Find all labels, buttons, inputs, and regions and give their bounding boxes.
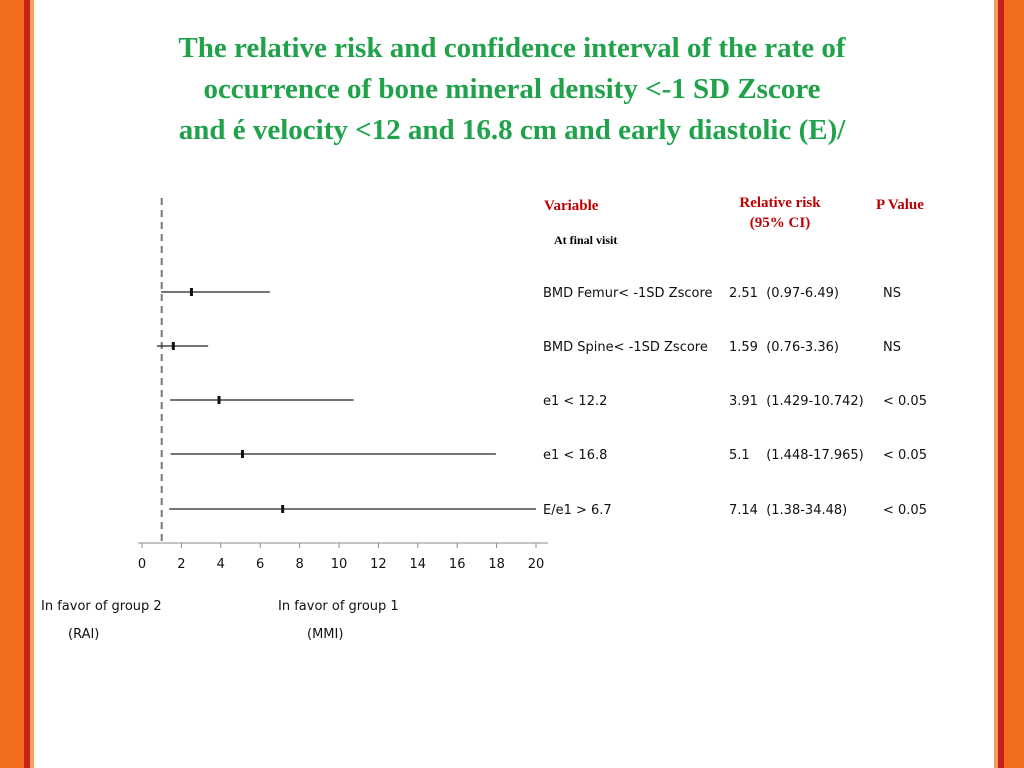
x-tick-label: 4: [217, 557, 225, 572]
row-p-value: < 0.05: [883, 394, 927, 409]
right-border-red: [998, 0, 1004, 768]
row-variable-label: E/e1 > 6.7: [543, 503, 612, 518]
title-line-2: occurrence of bone mineral density <-1 S…: [203, 73, 821, 105]
row-p-value: NS: [883, 340, 901, 355]
title-line-1: The relative risk and confidence interva…: [178, 32, 846, 64]
p-value-header: P Value: [876, 197, 924, 213]
row-relative-risk: 1.59 (0.76-3.36): [729, 340, 839, 355]
row-variable-label: e1 < 12.2: [543, 394, 607, 409]
left-border-red: [24, 0, 30, 768]
row-p-value: < 0.05: [883, 448, 927, 463]
row-variable-label: BMD Femur< -1SD Zscore: [543, 286, 713, 301]
row-p-value: NS: [883, 286, 901, 301]
x-tick-label: 20: [528, 557, 545, 572]
left-border-orange: [0, 0, 24, 768]
favor-right-label: In favor of group 1: [278, 599, 399, 614]
row-variable-label: e1 < 16.8: [543, 448, 607, 463]
row-variable-label: BMD Spine< -1SD Zscore: [543, 340, 708, 355]
final-visit-subheading: At final visit: [554, 233, 618, 247]
x-tick-label: 14: [410, 557, 427, 572]
favor-left-group: (RAI): [68, 627, 99, 642]
x-tick-label: 2: [177, 557, 185, 572]
favor-right-group: (MMI): [307, 627, 343, 642]
x-tick-label: 12: [370, 557, 387, 572]
x-tick-label: 0: [138, 557, 146, 572]
x-tick-label: 8: [295, 557, 303, 572]
point-estimate: [217, 396, 221, 404]
row-relative-risk: 3.91 (1.429-10.742): [729, 394, 864, 409]
row-relative-risk: 2.51 (0.97-6.49): [729, 286, 839, 301]
right-border-edge: [994, 0, 998, 768]
title-line-3: and é velocity <12 and 16.8 cm and early…: [178, 114, 846, 146]
x-tick-label: 10: [331, 557, 348, 572]
x-tick-label: 6: [256, 557, 264, 572]
point-estimate: [171, 342, 175, 350]
point-estimate: [281, 505, 285, 513]
relative-risk-header-line-2: (95% CI): [749, 215, 811, 231]
relative-risk-header-line-1: Relative risk: [739, 195, 821, 211]
left-border-edge: [30, 0, 34, 768]
x-tick-label: 16: [449, 557, 466, 572]
favor-left-label: In favor of group 2: [41, 599, 162, 614]
slide-title: The relative risk and confidence interva…: [60, 28, 964, 151]
x-tick-label: 18: [488, 557, 505, 572]
right-border-orange: [1004, 0, 1024, 768]
relative-risk-header: Relative risk (95% CI): [720, 193, 840, 233]
variable-header: Variable: [544, 198, 599, 214]
row-relative-risk: 5.1 (1.448-17.965): [729, 448, 864, 463]
point-estimate: [189, 288, 193, 296]
row-p-value: < 0.05: [883, 503, 927, 518]
point-estimate: [240, 450, 244, 458]
row-relative-risk: 7.14 (1.38-34.48): [729, 503, 847, 518]
